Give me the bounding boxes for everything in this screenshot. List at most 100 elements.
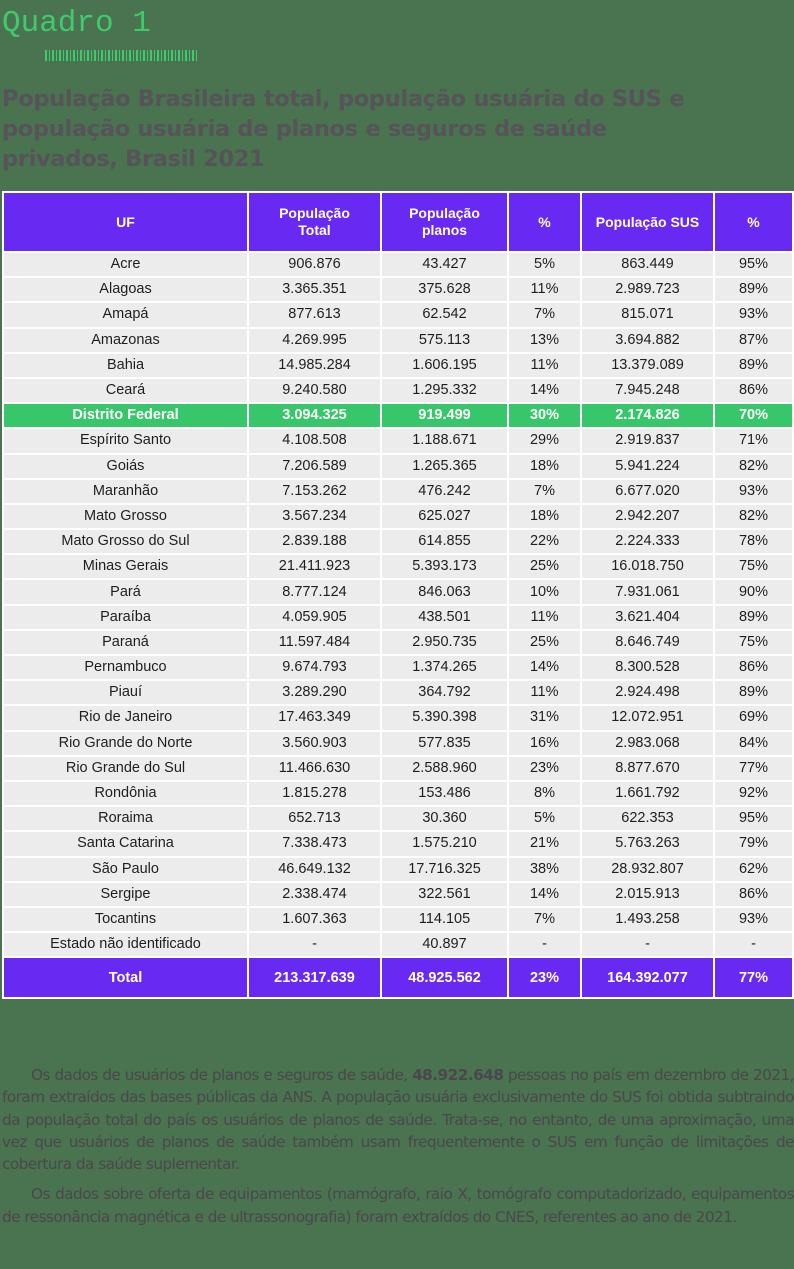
cell-populacao-planos: 62.542 <box>380 301 509 329</box>
cell-populacao-planos: 153.486 <box>380 779 509 808</box>
cell-pct-sus: 75% <box>713 553 794 581</box>
cell-uf: Pará <box>2 578 249 606</box>
cell-populacao-total: 7.206.589 <box>247 452 382 480</box>
cell-populacao-total: 11.597.484 <box>247 628 382 657</box>
total-label: Total <box>2 956 249 1000</box>
table-row: Pará 8.777.124 846.063 10% 7.931.061 90% <box>2 578 794 606</box>
note-text: Os dados de usuários de planos e seguros… <box>31 1066 413 1084</box>
cell-pct-sus: 79% <box>713 830 794 858</box>
cell-populacao-sus: 2.174.826 <box>580 402 715 430</box>
cell-populacao-planos: 375.628 <box>380 276 509 304</box>
cell-populacao-sus: 2.983.068 <box>580 729 715 757</box>
cell-populacao-sus: 6.677.020 <box>580 477 715 505</box>
cell-populacao-total: 9.240.580 <box>247 376 382 405</box>
cell-pct-sus: 78% <box>713 528 794 556</box>
cell-populacao-total: 906.876 <box>247 250 382 279</box>
cell-pct-sus: 84% <box>713 729 794 757</box>
cell-populacao-sus: - <box>580 931 715 959</box>
cell-populacao-sus: 1.493.258 <box>580 905 715 934</box>
table-row: Rondônia 1.815.278 153.486 8% 1.661.792 92% <box>2 779 794 808</box>
cell-populacao-planos: 577.835 <box>380 729 509 757</box>
cell-populacao-sus: 7.931.061 <box>580 578 715 606</box>
note-text: pessoas no país em dezembro de 2021, for… <box>2 1066 794 1174</box>
cell-populacao-planos: 614.855 <box>380 528 509 556</box>
table-row: Ceará 9.240.580 1.295.332 14% 7.945.248 86% <box>2 376 794 405</box>
cell-uf: Goiás <box>2 452 249 480</box>
cell-pct-planos: 16% <box>507 729 582 757</box>
cell-uf: Pernambuco <box>2 653 249 682</box>
cell-populacao-planos: 114.105 <box>380 905 509 934</box>
cell-populacao-sus: 3.621.404 <box>580 603 715 631</box>
cell-uf: Bahia <box>2 351 249 379</box>
cell-pct-sus: 75% <box>713 628 794 657</box>
cell-uf: Alagoas <box>2 276 249 304</box>
table-row: Rio Grande do Norte 3.560.903 577.835 16% 2.… <box>2 729 794 757</box>
note-bold-number: 48.922.648 <box>412 1066 504 1084</box>
cell-uf: Mato Grosso do Sul <box>2 528 249 556</box>
cell-populacao-sus: 12.072.951 <box>580 704 715 732</box>
cell-populacao-sus: 2.919.837 <box>580 427 715 455</box>
cell-populacao-total: 46.649.132 <box>247 855 382 883</box>
table-row: Rio Grande do Sul 11.466.630 2.588.960 23% 8… <box>2 754 794 782</box>
table-row: Amapá 877.613 62.542 7% 815.071 93% <box>2 301 794 329</box>
cell-populacao-total: 4.269.995 <box>247 326 382 354</box>
cell-uf: Paraná <box>2 628 249 657</box>
cell-uf: Distrito Federal <box>2 402 249 430</box>
total-populacao-total: 213.317.639 <box>247 956 382 1000</box>
table-row: Sergipe 2.338.474 322.561 14% 2.015.913 86% <box>2 880 794 908</box>
cell-uf: Acre <box>2 250 249 279</box>
cell-populacao-total: 4.059.905 <box>247 603 382 631</box>
cell-pct-planos: 14% <box>507 880 582 908</box>
cell-populacao-sus: 1.661.792 <box>580 779 715 808</box>
table-row: Mato Grosso 3.567.234 625.027 18% 2.942.207 8… <box>2 502 794 531</box>
cell-pct-planos: 29% <box>507 427 582 455</box>
table-row: São Paulo 46.649.132 17.716.325 38% 28.932.8… <box>2 855 794 883</box>
cell-pct-sus: 89% <box>713 679 794 707</box>
total-pct-sus: 77% <box>713 956 794 1000</box>
cell-populacao-planos: 2.950.735 <box>380 628 509 657</box>
cell-pct-planos: 8% <box>507 779 582 808</box>
cell-populacao-sus: 2.924.498 <box>580 679 715 707</box>
cell-pct-sus: 62% <box>713 855 794 883</box>
table-row: Mato Grosso do Sul 2.839.188 614.855 22% 2.2… <box>2 528 794 556</box>
cell-pct-sus: 87% <box>713 326 794 354</box>
cell-populacao-total: 3.560.903 <box>247 729 382 757</box>
cell-pct-sus: 71% <box>713 427 794 455</box>
header-populacao-total: População Total <box>247 191 382 253</box>
cell-uf: Minas Gerais <box>2 553 249 581</box>
cell-pct-planos: 38% <box>507 855 582 883</box>
cell-pct-sus: 89% <box>713 603 794 631</box>
cell-populacao-sus: 863.449 <box>580 250 715 279</box>
table-row: Roraima 652.713 30.360 5% 622.353 95% <box>2 805 794 833</box>
cell-pct-planos: 21% <box>507 830 582 858</box>
table-header-row: UF População Total População planos % Po… <box>2 191 794 253</box>
cell-pct-planos: 7% <box>507 301 582 329</box>
cell-uf: Sergipe <box>2 880 249 908</box>
cell-pct-sus: 86% <box>713 376 794 405</box>
cell-pct-planos: 7% <box>507 905 582 934</box>
cell-pct-planos: 31% <box>507 704 582 732</box>
cell-populacao-planos: 17.716.325 <box>380 855 509 883</box>
cell-pct-sus: 92% <box>713 779 794 808</box>
cell-pct-planos: 25% <box>507 553 582 581</box>
cell-populacao-planos: 476.242 <box>380 477 509 505</box>
cell-pct-planos: 7% <box>507 477 582 505</box>
cell-pct-planos: 22% <box>507 528 582 556</box>
table-row: Paraíba 4.059.905 438.501 11% 3.621.404 89% <box>2 603 794 631</box>
cell-populacao-total: 652.713 <box>247 805 382 833</box>
table-row: Alagoas 3.365.351 375.628 11% 2.989.723 89% <box>2 276 794 304</box>
cell-pct-planos: 18% <box>507 502 582 531</box>
cell-pct-planos: 13% <box>507 326 582 354</box>
table-row: Paraná 11.597.484 2.950.735 25% 8.646.749 75% <box>2 628 794 657</box>
cell-populacao-sus: 8.646.749 <box>580 628 715 657</box>
cell-pct-planos: 23% <box>507 754 582 782</box>
header-pct-sus: % <box>713 191 794 253</box>
cell-uf: Rio Grande do Norte <box>2 729 249 757</box>
cell-populacao-sus: 7.945.248 <box>580 376 715 405</box>
cell-pct-planos: 11% <box>507 276 582 304</box>
table-row: Bahia 14.985.284 1.606.195 11% 13.379.089 89% <box>2 351 794 379</box>
cell-pct-sus: 95% <box>713 805 794 833</box>
notes: Os dados de usuários de planos e seguros… <box>2 1064 794 1236</box>
cell-populacao-total: 3.365.351 <box>247 276 382 304</box>
cell-pct-sus: 90% <box>713 578 794 606</box>
